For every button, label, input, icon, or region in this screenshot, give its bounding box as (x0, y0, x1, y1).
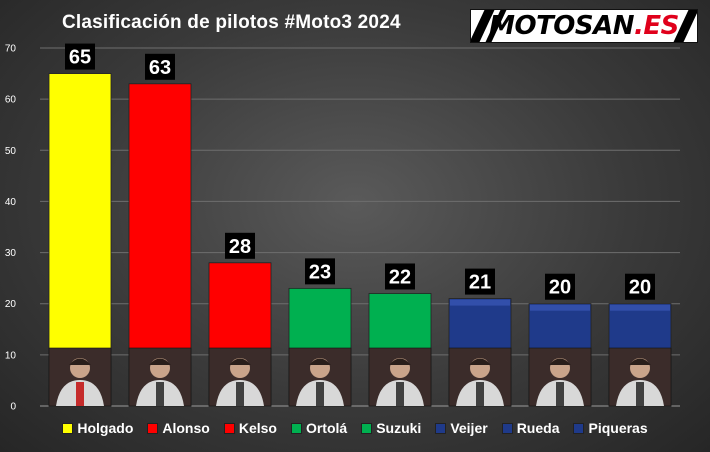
rider-hair-icon (469, 358, 491, 365)
data-label-box (225, 232, 255, 259)
bar-highlight (450, 299, 510, 306)
legend-item: Kelso (223, 418, 277, 438)
rider-suit-stripe (236, 382, 244, 406)
logo-text-main: MOTOSAN (489, 11, 635, 41)
rider-hair-icon (309, 358, 331, 365)
motosan-logo: MOTOSAN.ES (470, 9, 698, 43)
bar-ortolá (288, 287, 352, 407)
rider-hair-icon (629, 358, 651, 365)
rider-hair-icon (549, 358, 571, 365)
data-label: 23 (309, 261, 331, 283)
y-tick-label: 10 (5, 350, 17, 361)
bar-piqueras (608, 303, 672, 407)
data-label: 20 (549, 277, 571, 299)
legend-swatch (62, 422, 74, 434)
bar-holgado (48, 73, 112, 407)
legend-item: Alonso (147, 418, 210, 438)
legend-label: Suzuki (376, 420, 422, 436)
legend-item: Holgado (62, 418, 133, 438)
y-tick-label: 50 (5, 146, 17, 157)
legend-swatch (361, 422, 373, 434)
rider-suit-stripe (156, 382, 164, 406)
bar-kelso (208, 262, 272, 407)
bar-alonso (128, 83, 192, 407)
legend-swatch (290, 422, 302, 434)
data-label-box (145, 53, 175, 80)
legend-swatch (501, 422, 513, 434)
y-axis: 0 10 20 30 40 50 60 70 (5, 44, 17, 413)
legend-label: Alonso (162, 420, 210, 436)
data-label: 65 (69, 47, 91, 69)
logo-text-suffix: .ES (634, 11, 679, 41)
legend-item: Piqueras (573, 418, 648, 438)
legend-label: Rueda (516, 420, 560, 436)
data-label-box (625, 273, 655, 300)
legend-label: Holgado (77, 420, 134, 436)
legend-label: Ortolá (305, 420, 348, 436)
y-tick-label: 60 (5, 95, 17, 106)
data-label-box (305, 258, 335, 285)
y-tick-label: 20 (5, 299, 17, 310)
rider-hair-icon (229, 358, 251, 365)
rider-suit-stripe (316, 382, 324, 406)
rider-hair-icon (69, 358, 91, 365)
data-labels: 65 63 28 23 22 21 20 20 (65, 43, 655, 300)
bars (48, 73, 672, 407)
legend-item: Ortolá (290, 418, 348, 438)
legend-label: Kelso (238, 420, 277, 436)
data-label: 21 (469, 272, 491, 294)
rider-suit-stripe (636, 382, 644, 406)
bar-veijer (448, 298, 512, 407)
legend-swatch (573, 422, 585, 434)
bar-highlight (610, 304, 670, 311)
legend-label: Piqueras (588, 420, 648, 436)
legend-item: Veijer (435, 418, 488, 438)
bar-rueda (528, 303, 592, 407)
rider-suit-stripe (76, 382, 84, 406)
y-tick-label: 30 (5, 248, 17, 259)
data-label-box (465, 268, 495, 295)
data-label-box (65, 43, 95, 70)
rider-hair-icon (149, 358, 171, 365)
data-label-box (545, 273, 575, 300)
data-label: 63 (149, 57, 171, 79)
legend-item: Rueda (501, 418, 560, 438)
legend-swatch (147, 422, 159, 434)
rider-suit-stripe (476, 382, 484, 406)
legend-label: Veijer (450, 420, 488, 436)
y-tick-label: 70 (5, 44, 17, 55)
chart-title: Clasificación de pilotos #Moto3 2024 (62, 12, 401, 33)
bar-suzuki (368, 293, 432, 407)
legend-swatch (435, 422, 447, 434)
rider-suit-stripe (396, 382, 404, 406)
legend-item: Suzuki (361, 418, 421, 438)
y-tick-label: 40 (5, 197, 17, 208)
bar-highlight (530, 304, 590, 311)
y-tick-label: 0 (10, 402, 16, 413)
rider-suit-stripe (556, 382, 564, 406)
legend-swatch (223, 422, 235, 434)
data-label: 22 (389, 266, 411, 288)
legend: Holgado Alonso Kelso Ortolá Suzuki Veijer Rued… (0, 418, 710, 438)
data-label: 20 (629, 277, 651, 299)
data-label-box (385, 263, 415, 290)
data-label: 28 (229, 236, 251, 258)
rider-hair-icon (389, 358, 411, 365)
